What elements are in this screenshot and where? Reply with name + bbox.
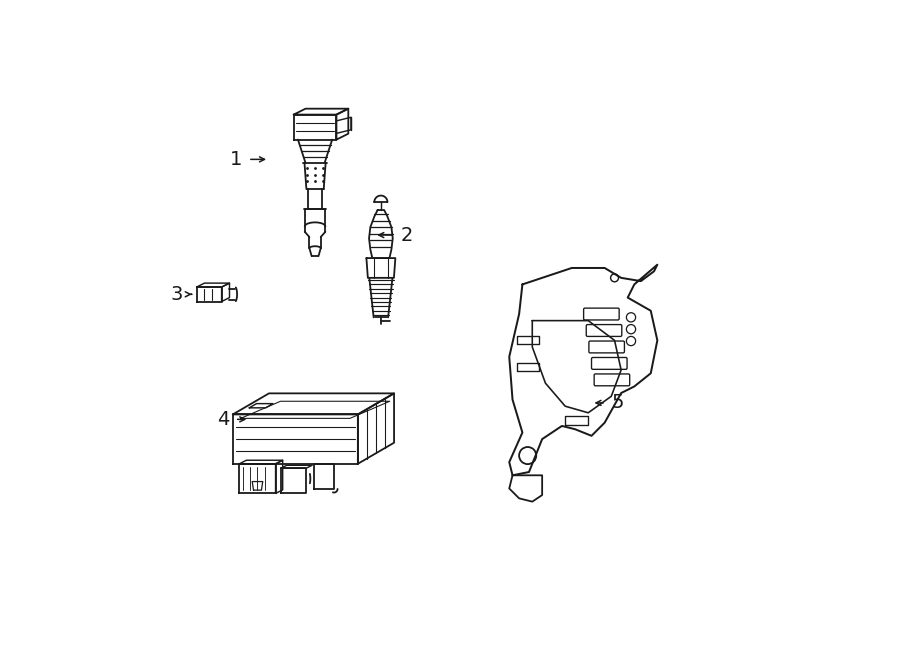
Text: 2: 2	[401, 225, 413, 245]
Text: 3: 3	[171, 285, 183, 304]
Text: 1: 1	[230, 150, 242, 169]
Text: 4: 4	[217, 410, 230, 429]
Text: 5: 5	[612, 393, 624, 412]
